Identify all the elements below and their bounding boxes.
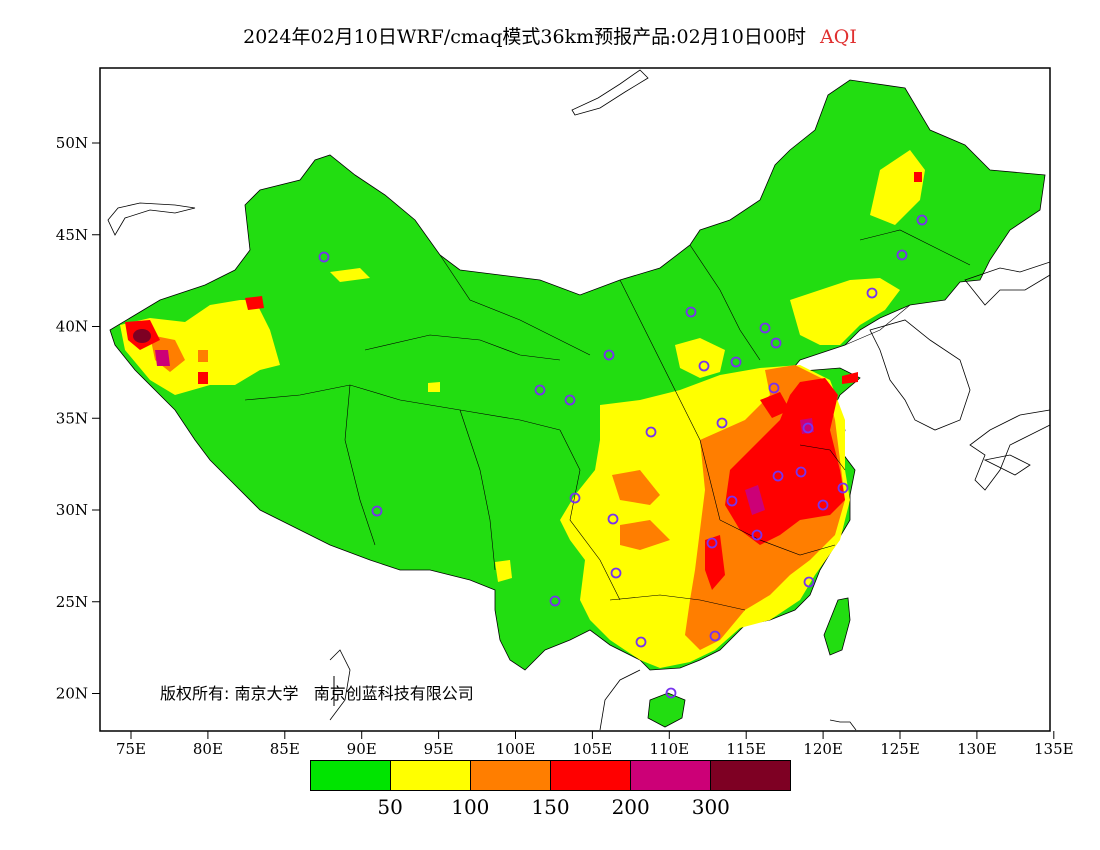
lat-label: 45N: [56, 226, 88, 244]
legend-swatch: [471, 761, 551, 790]
station-marker: [318, 251, 330, 263]
station-marker: [772, 470, 784, 482]
hainan: [647, 692, 686, 728]
lon-label: 80E: [193, 740, 223, 758]
lat-label: 40N: [56, 318, 88, 336]
lon-label: 85E: [270, 740, 300, 758]
legend-tick: 100: [451, 795, 490, 819]
station-marker: [569, 492, 581, 504]
station-marker: [916, 214, 928, 226]
station-marker: [896, 249, 908, 261]
station-marker: [607, 513, 619, 525]
latitude-axis: 50N 45N 40N 35N 30N 25N 20N: [56, 134, 100, 703]
lat-label: 50N: [56, 134, 88, 152]
aqi-color-legend: [310, 760, 791, 791]
lon-label: 135E: [1034, 740, 1074, 758]
lon-label: 75E: [116, 740, 146, 758]
lat-label: 20N: [56, 685, 88, 703]
station-marker: [866, 287, 878, 299]
station-marker: [709, 630, 721, 642]
very-unhealthy-zone: [155, 350, 814, 515]
station-marker: [759, 322, 771, 334]
lon-label: 105E: [573, 740, 613, 758]
legend-swatch: [311, 761, 391, 790]
legend-swatch: [551, 761, 631, 790]
station-marker: [564, 394, 576, 406]
station-marker: [817, 499, 829, 511]
station-marker: [610, 567, 622, 579]
station-marker: [770, 337, 782, 349]
station-marker: [751, 529, 763, 541]
copyright-credit: 版权所有: 南京大学 南京创蓝科技有限公司: [160, 680, 474, 704]
credit-org1: 南京大学: [234, 684, 299, 703]
legend-tick: 300: [691, 795, 730, 819]
province-boundaries: [244, 229, 971, 611]
station-marker: [730, 356, 742, 368]
legend-swatch: [631, 761, 711, 790]
station-marker: [795, 466, 807, 478]
station-marker: [716, 417, 728, 429]
credit-prefix: 版权所有:: [160, 684, 230, 703]
station-marker: [635, 636, 647, 648]
hazardous-zone: [133, 329, 151, 343]
station-marker: [706, 537, 718, 549]
lon-label: 110E: [650, 740, 690, 758]
station-marker: [685, 306, 697, 318]
legend-swatch: [711, 761, 790, 790]
lon-label: 130E: [957, 740, 997, 758]
lat-label: 25N: [56, 593, 88, 611]
title-variable: AQI: [820, 26, 857, 48]
station-marker: [645, 426, 657, 438]
station-marker: [768, 382, 780, 394]
station-marker: [549, 595, 561, 607]
lon-label: 115E: [726, 740, 766, 758]
longitude-axis: 75E 80E 85E 90E 95E 100E 105E 110E 115E 120E 125E 1…: [116, 731, 1074, 758]
taiwan: [823, 597, 851, 656]
lon-label: 125E: [880, 740, 920, 758]
station-marker: [534, 384, 546, 396]
station-marker: [837, 482, 849, 494]
title-text: 2024年02月10日WRF/cmaq模式36km预报产品:02月10日00时: [243, 26, 807, 48]
legend-swatch: [391, 761, 471, 790]
lat-label: 35N: [56, 409, 88, 427]
station-markers: [318, 214, 928, 699]
lon-label: 90E: [347, 740, 377, 758]
lon-label: 95E: [424, 740, 454, 758]
station-marker: [802, 422, 814, 434]
lon-label: 120E: [803, 740, 843, 758]
lat-label: 30N: [56, 501, 88, 519]
legend-tick-labels: 50 100 150 200 300: [310, 795, 791, 819]
credit-org2: 南京创蓝科技有限公司: [313, 684, 474, 703]
legend-tick: 150: [531, 795, 570, 819]
legend-tick: 200: [611, 795, 650, 819]
station-marker: [371, 505, 383, 517]
map-title: 2024年02月10日WRF/cmaq模式36km预报产品:02月10日00时 A…: [0, 22, 1100, 49]
station-marker: [665, 687, 677, 699]
lon-label: 100E: [496, 740, 536, 758]
station-marker: [726, 495, 738, 507]
station-marker: [803, 576, 815, 588]
legend-tick: 50: [377, 795, 403, 819]
station-marker: [698, 360, 710, 372]
station-marker: [603, 349, 615, 361]
neighbor-coastlines: [107, 69, 1051, 731]
